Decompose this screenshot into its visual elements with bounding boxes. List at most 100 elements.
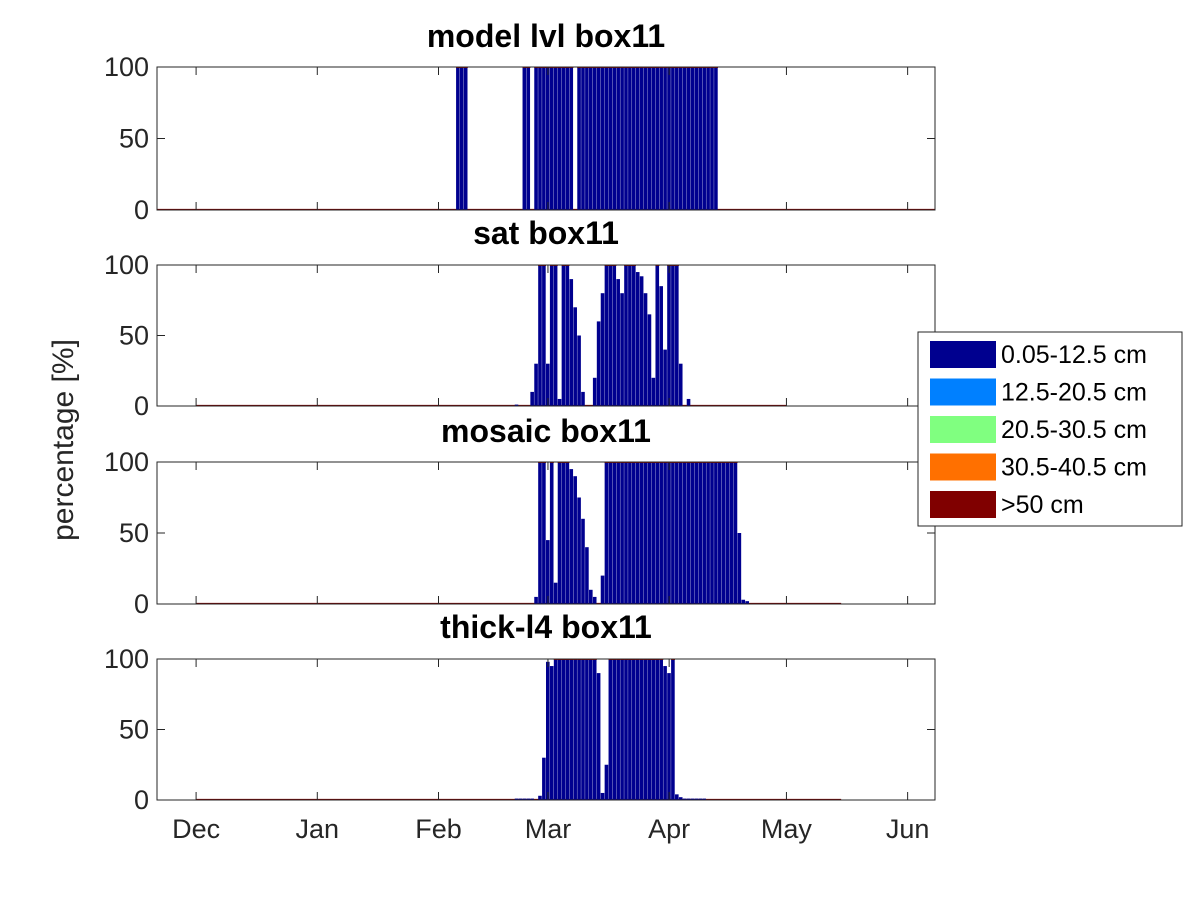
bar bbox=[628, 265, 632, 406]
bar bbox=[682, 67, 687, 210]
bar bbox=[612, 462, 617, 604]
bar bbox=[522, 798, 527, 800]
x-tick-label: Jun bbox=[886, 814, 930, 844]
panel-title: sat box11 bbox=[473, 215, 619, 251]
bar bbox=[659, 462, 663, 604]
bar bbox=[678, 67, 683, 210]
bar bbox=[639, 67, 644, 210]
bar bbox=[620, 293, 624, 406]
bar bbox=[655, 265, 660, 406]
bar bbox=[690, 462, 695, 604]
bar bbox=[577, 659, 581, 800]
bar bbox=[655, 659, 660, 800]
bar bbox=[546, 67, 550, 210]
bar bbox=[655, 67, 660, 210]
bar bbox=[604, 67, 609, 210]
panels: 0 50 100 model lvl box11 0 50 100 sat box11 0 50 1… bbox=[104, 18, 936, 844]
bar bbox=[542, 265, 546, 406]
bar bbox=[612, 659, 617, 800]
bar bbox=[585, 67, 589, 210]
bar bbox=[710, 67, 714, 210]
y-tick-label: 100 bbox=[104, 52, 149, 82]
bar bbox=[671, 265, 675, 406]
bar bbox=[706, 67, 710, 210]
legend-entry: 0.05-12.5 cm bbox=[930, 341, 1147, 369]
bar bbox=[538, 795, 542, 800]
y-tick-label: 100 bbox=[104, 447, 149, 477]
bar bbox=[585, 659, 589, 800]
bar bbox=[639, 276, 644, 406]
bar bbox=[592, 377, 597, 406]
bar bbox=[600, 792, 605, 800]
bar bbox=[632, 67, 636, 210]
bar bbox=[534, 67, 538, 210]
legend-entry: 30.5-40.5 cm bbox=[930, 453, 1147, 482]
bar bbox=[596, 321, 601, 406]
bar bbox=[678, 363, 683, 406]
legend-swatch bbox=[930, 378, 996, 406]
bar bbox=[592, 659, 597, 800]
bar bbox=[577, 497, 581, 604]
y-tick-label: 50 bbox=[119, 715, 149, 745]
bar bbox=[592, 67, 597, 210]
bar bbox=[632, 659, 636, 800]
bar bbox=[514, 798, 519, 800]
bar bbox=[577, 335, 581, 406]
legend-label: 30.5-40.5 cm bbox=[1001, 454, 1147, 482]
bar bbox=[663, 462, 667, 604]
bar bbox=[542, 462, 546, 604]
x-tick-label: Feb bbox=[415, 814, 462, 844]
bar bbox=[573, 659, 577, 800]
bar bbox=[624, 265, 628, 406]
bar bbox=[561, 265, 566, 406]
bar bbox=[604, 462, 609, 604]
panel-1: 0 50 100 model lvl box11 bbox=[104, 18, 936, 225]
bar bbox=[526, 67, 531, 210]
legend: 0.05-12.5 cm 12.5-20.5 cm 20.5-30.5 cm 30.5… bbox=[917, 331, 1183, 527]
bar bbox=[663, 67, 667, 210]
x-tick-label: Mar bbox=[525, 814, 572, 844]
bar bbox=[596, 673, 601, 800]
y-tick-label: 100 bbox=[104, 250, 149, 280]
bar bbox=[456, 67, 460, 210]
bar bbox=[549, 666, 554, 800]
y-tick-label: 0 bbox=[134, 785, 149, 815]
bar bbox=[592, 596, 597, 604]
panel-title: mosaic box11 bbox=[441, 413, 651, 449]
bar bbox=[651, 67, 656, 210]
bar bbox=[569, 67, 574, 210]
bar bbox=[600, 67, 605, 210]
bar bbox=[667, 67, 671, 210]
bar bbox=[659, 659, 663, 800]
bar bbox=[546, 540, 550, 604]
bar bbox=[702, 462, 706, 604]
y-tick-label: 0 bbox=[134, 195, 149, 225]
y-tick-label: 50 bbox=[119, 124, 149, 154]
bar bbox=[565, 67, 570, 210]
bar bbox=[628, 659, 632, 800]
bar bbox=[557, 659, 562, 800]
bar bbox=[565, 462, 570, 604]
bar bbox=[651, 462, 656, 604]
bar bbox=[573, 307, 577, 406]
bar bbox=[616, 67, 620, 210]
bar bbox=[643, 659, 648, 800]
bar bbox=[718, 462, 722, 604]
bar bbox=[581, 391, 585, 406]
panel-2: 0 50 100 sat box11 bbox=[104, 215, 936, 421]
bar bbox=[694, 67, 699, 210]
bar bbox=[616, 659, 620, 800]
bar bbox=[647, 462, 652, 604]
bar bbox=[643, 67, 648, 210]
bar bbox=[553, 659, 558, 800]
bar bbox=[534, 596, 538, 604]
legend-swatch bbox=[930, 491, 996, 518]
bar bbox=[542, 67, 546, 210]
bar bbox=[741, 599, 746, 604]
bar bbox=[620, 462, 624, 604]
bar bbox=[729, 462, 734, 604]
bar bbox=[573, 476, 577, 604]
bar bbox=[608, 265, 613, 406]
bar bbox=[635, 659, 640, 800]
legend-swatch bbox=[930, 416, 996, 443]
